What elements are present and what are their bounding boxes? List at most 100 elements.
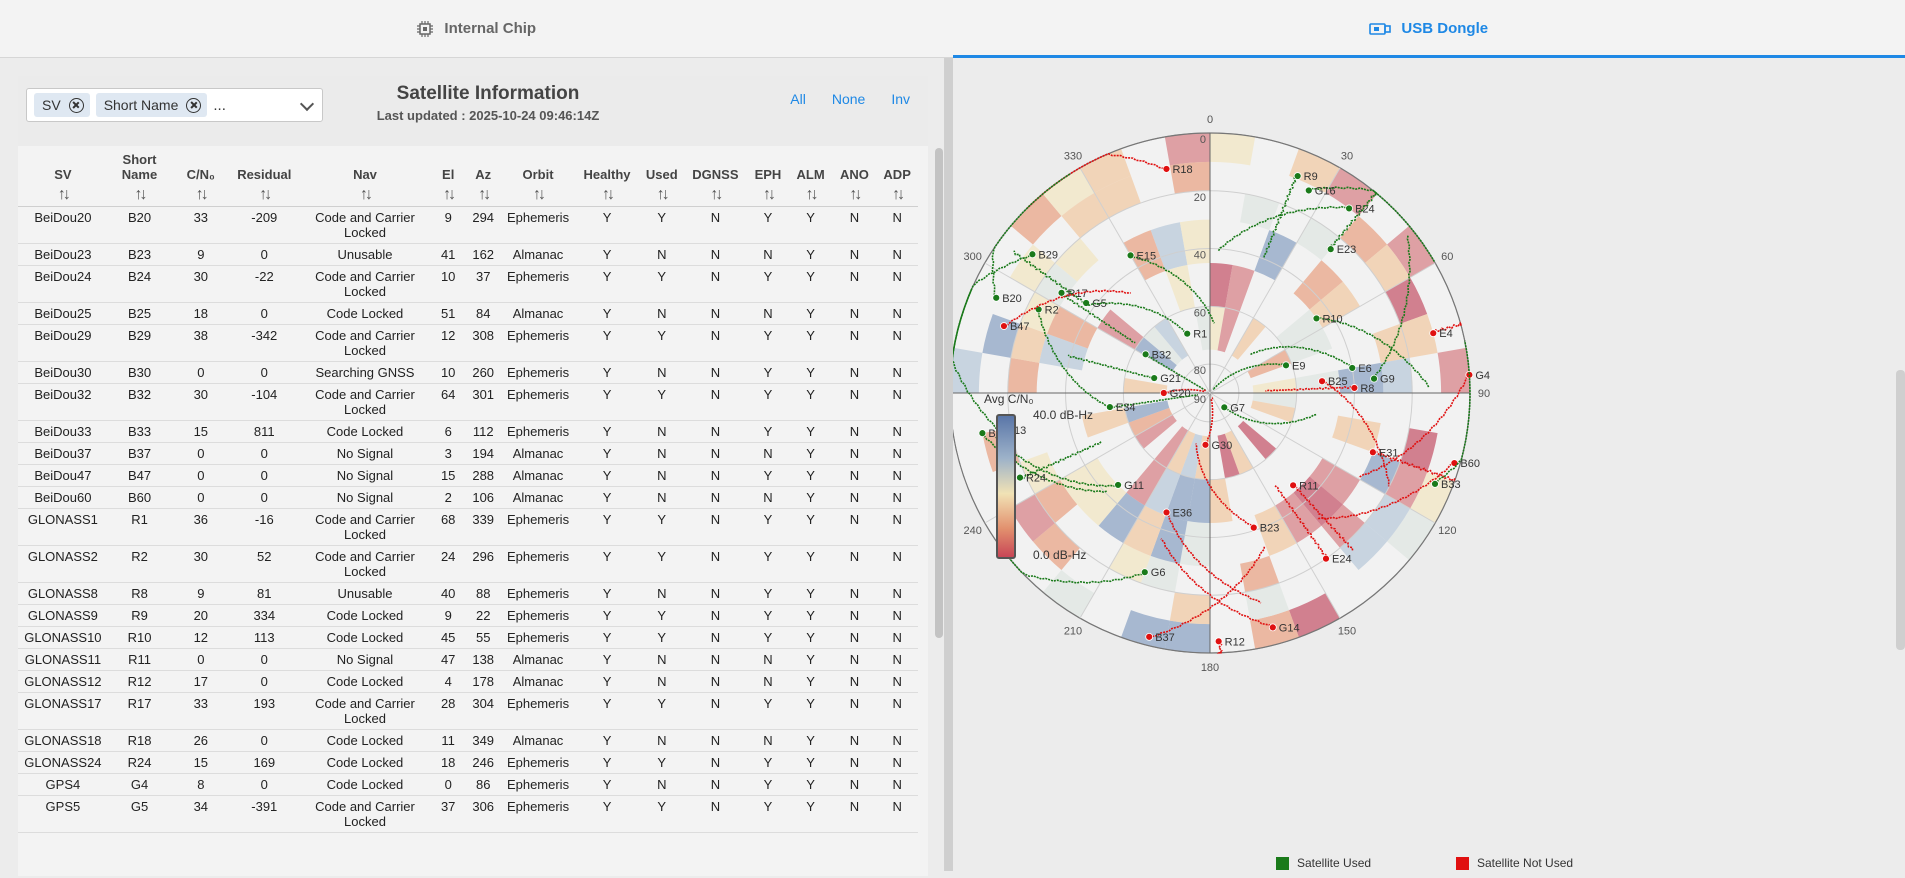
legend-not-used-swatch — [1456, 857, 1469, 870]
table-cell: Code Locked — [298, 626, 432, 648]
table-cell: Y — [574, 442, 640, 464]
satellite-marker — [1000, 323, 1007, 330]
table-cell: N — [833, 206, 877, 243]
satellite-marker — [1035, 306, 1042, 313]
table-cell: Y — [640, 206, 684, 243]
sort-icon[interactable]: ↑↓ — [763, 186, 773, 204]
sort-cell: ↑↓ — [640, 182, 684, 206]
satellite-label: B25 — [1328, 376, 1348, 388]
table-cell: 260 — [465, 361, 502, 383]
satellite-marker — [1146, 633, 1153, 640]
satellite-label: G7 — [1230, 402, 1245, 414]
table-cell: BeiDou23 — [18, 243, 108, 265]
select-all-button[interactable]: All — [790, 91, 806, 107]
table-cell: R2 — [108, 545, 171, 582]
table-cell: 0 — [230, 773, 298, 795]
sort-cell: ↑↓ — [502, 182, 574, 206]
sort-icon[interactable]: ↑↓ — [259, 186, 269, 204]
satellite-label: G30 — [1211, 440, 1232, 452]
table-cell: N — [833, 486, 877, 508]
table-cell: 178 — [465, 670, 502, 692]
table-cell: 84 — [465, 302, 502, 324]
table-cell: B60 — [108, 486, 171, 508]
sort-icon[interactable]: ↑↓ — [849, 186, 859, 204]
table-cell: BeiDou60 — [18, 486, 108, 508]
remove-chip-icon[interactable] — [186, 98, 201, 113]
sort-icon[interactable]: ↑↓ — [602, 186, 612, 204]
table-cell: N — [640, 582, 684, 604]
satellite-marker — [1349, 364, 1356, 371]
table-cell: Y — [574, 626, 640, 648]
table-cell: GLONASS1 — [18, 508, 108, 545]
sort-icon[interactable]: ↑↓ — [657, 186, 667, 204]
satellite-marker — [1319, 378, 1326, 385]
table-cell: 3 — [432, 442, 465, 464]
elevation-tick-label: 60 — [1194, 307, 1206, 319]
sort-icon[interactable]: ↑↓ — [478, 186, 488, 204]
satellite-marker — [1290, 482, 1297, 489]
table-cell: Y — [574, 648, 640, 670]
column-filter-select[interactable]: SV Short Name ... — [26, 88, 323, 122]
sort-icon[interactable]: ↑↓ — [196, 186, 206, 204]
sort-icon[interactable]: ↑↓ — [443, 186, 453, 204]
panel-resize-handle[interactable] — [945, 58, 953, 871]
sort-icon[interactable]: ↑↓ — [710, 186, 720, 204]
sort-icon[interactable]: ↑↓ — [892, 186, 902, 204]
table-scrollbar[interactable] — [935, 148, 943, 638]
satellite-label: G11 — [1124, 480, 1144, 492]
table-cell: N — [747, 243, 789, 265]
table-cell: N — [640, 442, 684, 464]
sort-icon[interactable]: ↑↓ — [360, 186, 370, 204]
table-cell: Y — [574, 486, 640, 508]
remove-chip-icon[interactable] — [69, 98, 84, 113]
table-cell: 30 — [171, 383, 230, 420]
table-cell: Y — [574, 773, 640, 795]
table-cell: Almanac — [502, 243, 574, 265]
sort-icon[interactable]: ↑↓ — [135, 186, 145, 204]
table-cell: N — [684, 243, 747, 265]
satellite-label: R8 — [1360, 383, 1374, 395]
table-cell: N — [876, 670, 918, 692]
elevation-tick-label: 0 — [1200, 134, 1206, 146]
table-cell: 288 — [465, 464, 502, 486]
tab-internal-chip[interactable]: Internal Chip — [0, 0, 953, 57]
select-none-button[interactable]: None — [832, 91, 865, 107]
last-updated: Last updated : 2025-10-24 09:46:14Z — [338, 108, 638, 123]
chevron-down-icon[interactable] — [300, 97, 314, 111]
sort-icon[interactable]: ↑↓ — [533, 186, 543, 204]
table-cell: N — [833, 383, 877, 420]
table-cell: 33 — [171, 206, 230, 243]
invert-selection-button[interactable]: Inv — [891, 91, 910, 107]
table-cell: 52 — [230, 545, 298, 582]
table-cell: Y — [640, 265, 684, 302]
tab-usb-dongle[interactable]: USB Dongle — [953, 0, 1905, 57]
table-cell: Unusable — [298, 243, 432, 265]
filter-chip-label: Short Name — [104, 97, 179, 113]
table-cell: Y — [789, 420, 833, 442]
sort-icon[interactable]: ↑↓ — [58, 186, 68, 204]
sort-icon[interactable]: ↑↓ — [806, 186, 816, 204]
